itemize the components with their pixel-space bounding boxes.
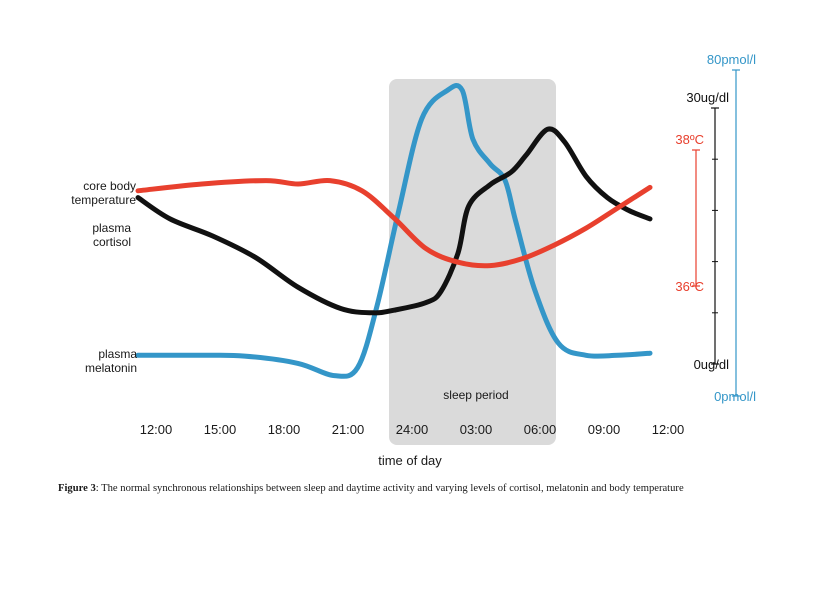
series-labels: core bodytemperatureplasmacortisolplasma…	[71, 179, 137, 375]
x-axis-label: time of day	[378, 453, 442, 468]
x-tick-label: 21:00	[332, 422, 365, 437]
right-axes: 38ºC 36ºC 30ug/dl 0ug/dl 80pmol/l 0pmol/l	[675, 52, 756, 404]
temperature-axis-top-label: 38ºC	[675, 132, 704, 147]
melatonin-axis-bottom-label: 0pmol/l	[714, 389, 756, 404]
figure-caption-label: Figure 3	[58, 483, 96, 494]
plasma-cortisol-label-line: plasma	[92, 221, 131, 235]
x-tick-label: 06:00	[524, 422, 557, 437]
plasma-cortisol-line	[135, 126, 653, 316]
plasma-melatonin-label-line: melatonin	[85, 361, 137, 375]
figure-caption-text: : The normal synchronous relationships b…	[95, 483, 684, 494]
core-body-temperature-label-line: temperature	[71, 193, 136, 207]
cortisol-axis-top-label: 30ug/dl	[686, 90, 729, 105]
x-tick-label: 09:00	[588, 422, 621, 437]
melatonin-axis-top-label: 80pmol/l	[707, 52, 756, 67]
figure-caption: Figure 3: The normal synchronous relatio…	[58, 483, 818, 494]
core-body-temperature-label-line: core body	[83, 179, 136, 193]
temperature-axis-bottom-label: 36ºC	[675, 279, 704, 294]
x-tick-label: 12:00	[140, 422, 173, 437]
x-tick-label: 24:00	[396, 422, 429, 437]
cortisol-axis-bottom-label: 0ug/dl	[694, 357, 730, 372]
plasma-melatonin-label-line: plasma	[98, 347, 137, 361]
sleep-period-label: sleep period	[443, 388, 508, 402]
core-body-temperature-line	[135, 177, 653, 269]
x-tick-label: 18:00	[268, 422, 301, 437]
plasma-cortisol-label-line: cortisol	[93, 235, 131, 249]
x-tick-label: 03:00	[460, 422, 493, 437]
plasma-melatonin-line	[135, 83, 653, 379]
x-tick-label: 15:00	[204, 422, 237, 437]
x-tick-labels: 12:00 15:00 18:00 21:00 24:00 03:00 06:00 09:00…	[140, 422, 685, 437]
series-layer	[135, 83, 653, 379]
x-tick-label: 12:00	[652, 422, 685, 437]
